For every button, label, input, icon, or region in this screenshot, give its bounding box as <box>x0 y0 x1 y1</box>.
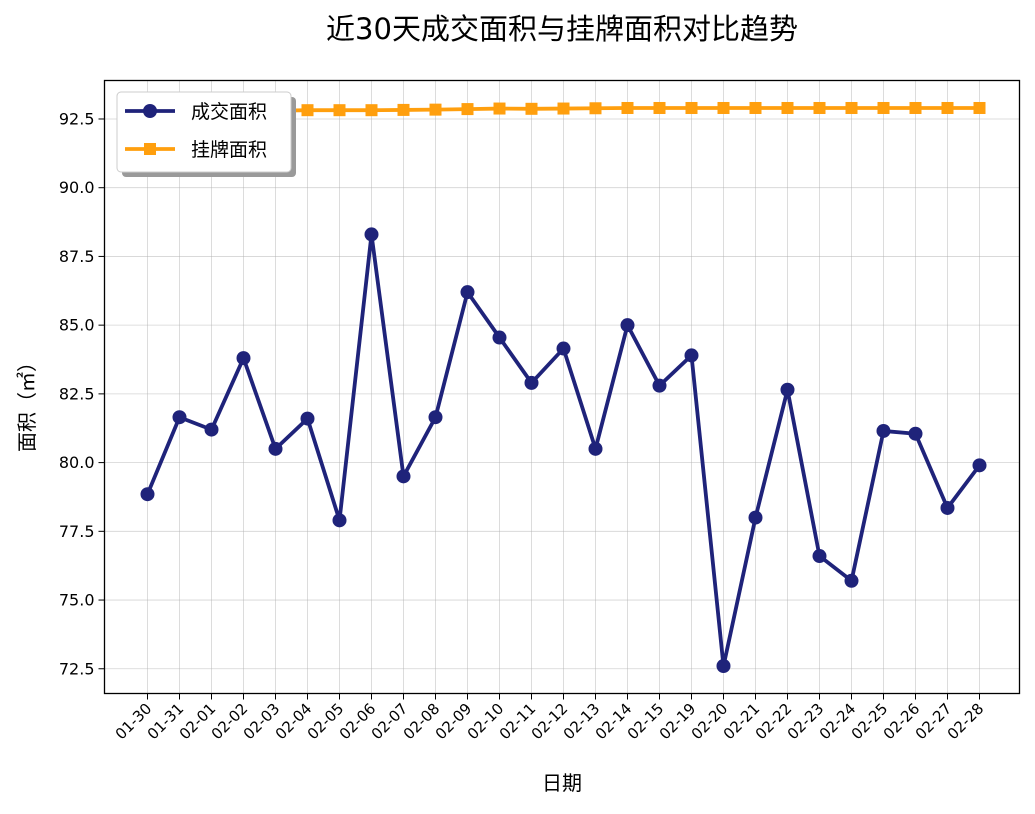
x-tick-label: 02-28 <box>944 700 988 744</box>
data-point-2 <box>973 101 986 114</box>
y-tick-label: 77.5 <box>59 522 95 541</box>
data-point-1 <box>780 382 795 397</box>
y-tick-label: 72.5 <box>59 659 95 678</box>
data-point-1 <box>396 469 411 484</box>
data-point-2 <box>301 104 314 117</box>
data-point-1 <box>428 410 443 425</box>
y-tick-label: 92.5 <box>59 109 95 128</box>
data-point-1 <box>204 422 219 437</box>
data-point-1 <box>716 659 731 674</box>
data-point-1 <box>684 348 699 363</box>
y-axis-label: 面积（㎡） <box>15 352 39 452</box>
data-point-2 <box>717 101 730 114</box>
data-point-1 <box>524 375 539 390</box>
data-point-2 <box>877 101 890 114</box>
data-point-2 <box>557 102 570 115</box>
data-point-1 <box>748 510 763 525</box>
y-tick-label: 90.0 <box>59 178 95 197</box>
data-point-2 <box>813 101 826 114</box>
legend-label: 挂牌面积 <box>191 139 267 161</box>
data-point-2 <box>525 102 538 115</box>
data-point-2 <box>429 103 442 116</box>
y-tick-label: 82.5 <box>59 384 95 403</box>
data-point-2 <box>397 103 410 116</box>
data-point-1 <box>300 411 315 426</box>
data-point-1 <box>620 318 635 333</box>
data-point-1 <box>268 441 283 456</box>
data-point-1 <box>972 458 987 473</box>
y-tick-label: 87.5 <box>59 247 95 266</box>
legend-marker <box>143 104 157 118</box>
data-point-2 <box>781 101 794 114</box>
data-point-2 <box>333 104 346 117</box>
data-point-1 <box>332 513 347 528</box>
y-tick-label: 80.0 <box>59 453 95 472</box>
data-point-1 <box>556 341 571 356</box>
legend-label: 成交面积 <box>191 101 267 123</box>
data-point-2 <box>749 101 762 114</box>
data-point-2 <box>653 101 666 114</box>
data-point-2 <box>365 104 378 117</box>
data-point-1 <box>908 426 923 441</box>
y-tick-label: 75.0 <box>59 591 95 610</box>
data-point-1 <box>172 410 187 425</box>
data-point-2 <box>621 101 634 114</box>
legend-marker <box>144 143 156 155</box>
data-point-1 <box>940 500 955 515</box>
data-point-1 <box>844 573 859 588</box>
data-point-2 <box>685 101 698 114</box>
data-point-1 <box>236 351 251 366</box>
data-point-2 <box>493 102 506 115</box>
data-point-2 <box>589 102 602 115</box>
chart-title: 近30天成交面积与挂牌面积对比趋势 <box>326 12 798 46</box>
data-point-1 <box>492 330 507 345</box>
data-point-1 <box>140 487 155 502</box>
data-point-2 <box>845 101 858 114</box>
data-point-1 <box>460 285 475 300</box>
data-point-1 <box>876 423 891 438</box>
data-point-2 <box>909 101 922 114</box>
data-point-1 <box>812 549 827 564</box>
data-point-2 <box>941 101 954 114</box>
data-point-1 <box>652 378 667 393</box>
plot-frame <box>103 79 1021 695</box>
y-tick-label: 85.0 <box>59 316 95 335</box>
data-point-2 <box>461 103 474 116</box>
data-point-1 <box>364 227 379 242</box>
x-axis-label: 日期 <box>542 771 582 795</box>
data-point-1 <box>588 441 603 456</box>
